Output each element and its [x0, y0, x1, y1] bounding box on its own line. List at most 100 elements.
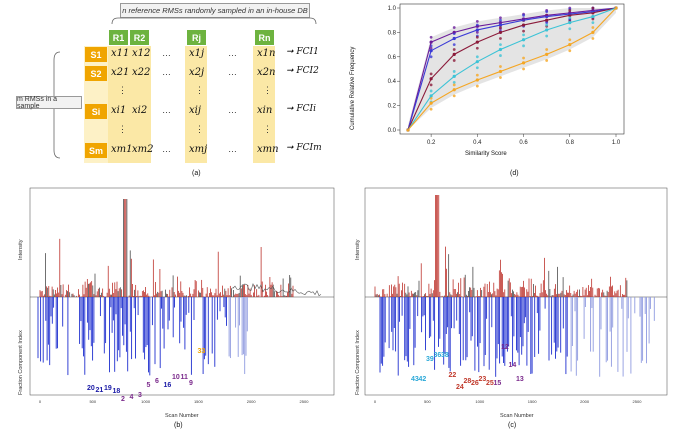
- confidence-band: [408, 8, 616, 130]
- vdots: ⋮: [118, 85, 127, 95]
- data-point-cyan: [499, 43, 502, 46]
- data-point-purple: [452, 26, 456, 29]
- x-tick-label: 2000: [247, 399, 257, 404]
- data-point-orange: [522, 67, 525, 71]
- compound-label: 38: [441, 352, 449, 359]
- y-tick-label: 1.0: [388, 6, 397, 12]
- data-point-cyan: [499, 54, 502, 57]
- data-point-darkred: [568, 9, 572, 12]
- data-point-darkred: [522, 29, 525, 33]
- caption-d: (d): [510, 170, 519, 177]
- x-tick-label: 1000: [141, 399, 151, 404]
- data-point-cyan: [475, 55, 479, 59]
- data-point-orange: [475, 73, 479, 77]
- data-point-orange: [545, 48, 549, 51]
- data-point-orange: [545, 59, 549, 62]
- cell-xm1: xm1: [111, 144, 133, 155]
- data-point-cyan: [568, 16, 572, 20]
- ellipsis: …: [162, 48, 171, 58]
- vdots: ⋮: [118, 124, 127, 134]
- compound-label: 6: [155, 378, 159, 385]
- series-line-cyan: [407, 7, 617, 131]
- ellipsis: …: [162, 144, 171, 154]
- cell-x2n: x2n: [257, 67, 276, 78]
- ref-rj: Rj: [187, 30, 206, 45]
- data-point-cyan: [545, 23, 549, 27]
- data-point-blue: [545, 10, 549, 14]
- vdots: ⋮: [263, 85, 272, 95]
- x-tick-label: 0.2: [427, 140, 436, 146]
- cell-xi1: xi1: [111, 105, 127, 116]
- caption-c: (c): [508, 422, 517, 429]
- vdots: ⋮: [195, 85, 204, 95]
- compound-label: 2: [121, 396, 125, 403]
- y-tick-label: 0.2: [388, 104, 397, 110]
- fci-m: ➞ FCIm: [286, 143, 322, 153]
- compound-label: 9: [189, 380, 193, 387]
- ref-r2: R2: [130, 30, 149, 45]
- compound-label: 16: [163, 382, 172, 389]
- ellipsis: …: [228, 67, 237, 77]
- caption-a: (a): [192, 170, 201, 177]
- y-axis-label: Cumulative Relative Frequency: [350, 46, 356, 130]
- compound-label: 11: [180, 374, 188, 381]
- compound-label: 20: [87, 385, 95, 392]
- fci-i: ➞ FCIi: [286, 104, 316, 114]
- x-tick-label: 500: [424, 399, 431, 404]
- data-point-cyan: [568, 27, 572, 31]
- compound-label: 22: [448, 372, 457, 379]
- data-point-orange: [452, 94, 456, 98]
- data-point-cyan: [475, 66, 479, 70]
- series-line-purple: [407, 7, 617, 131]
- ref-r1: R1: [109, 30, 128, 45]
- sample-sm: Sm: [85, 143, 107, 158]
- ci-band: [408, 8, 616, 130]
- x-tick-label: 1000: [475, 399, 485, 404]
- y-tick-label: 0.0: [388, 128, 397, 134]
- compound-label: 39: [426, 356, 434, 363]
- data-point-darkred: [452, 59, 456, 62]
- x-tick-label: 1500: [528, 399, 538, 404]
- cell-xi2: xi2: [132, 105, 148, 116]
- sample-s1: S1: [85, 47, 107, 62]
- compound-label: 21: [95, 387, 104, 394]
- data-point-darkred: [591, 6, 595, 10]
- ms-trace: [232, 282, 322, 297]
- compound-label: 28: [463, 378, 472, 385]
- ellipsis: …: [228, 105, 237, 115]
- cell-x1j: x1j: [189, 48, 205, 59]
- cell-xmn: xmn: [257, 144, 279, 155]
- x-tick-label: 1500: [194, 399, 204, 404]
- x-tick-label: 2000: [580, 399, 590, 404]
- data-point-orange: [429, 107, 433, 111]
- cell-x2j: x2j: [189, 67, 205, 78]
- compound-label: 5: [146, 382, 151, 389]
- col-bg-j: [185, 46, 207, 163]
- data-point-purple: [475, 20, 479, 23]
- compound-label: 42: [418, 376, 427, 383]
- data-point-orange: [475, 84, 479, 88]
- sample-label: m RMSs in a sample: [16, 96, 82, 110]
- cell-x11: x11: [111, 48, 130, 59]
- data-point-orange: [568, 38, 572, 42]
- data-point-purple: [429, 46, 433, 50]
- compound-label: 24: [456, 384, 464, 391]
- intensity-label-b: Intensity: [18, 239, 24, 260]
- fci-axis-label-c: Fraction Component Index: [355, 330, 361, 395]
- ellipsis: …: [162, 67, 171, 77]
- data-point-blue: [452, 43, 456, 46]
- mirror-spectrum-c: 0 500 1000 1500 2000 2500: [364, 187, 668, 404]
- data-point-orange: [452, 83, 456, 87]
- x-tick-label: 0.6: [519, 140, 528, 146]
- data-point-orange: [499, 76, 502, 79]
- cell-x22: x22: [132, 67, 151, 78]
- data-point-darkred: [452, 48, 456, 51]
- data-point-darkred: [475, 46, 479, 50]
- data-point-cyan: [591, 21, 595, 25]
- data-point-orange: [591, 26, 595, 29]
- cell-x21: x21: [111, 67, 130, 78]
- data-point-blue: [545, 21, 549, 25]
- fci-axis-label-b: Fraction Component Index: [18, 330, 24, 395]
- cell-xin: xin: [257, 105, 273, 116]
- x-axis-label: Similarity Score: [465, 151, 507, 157]
